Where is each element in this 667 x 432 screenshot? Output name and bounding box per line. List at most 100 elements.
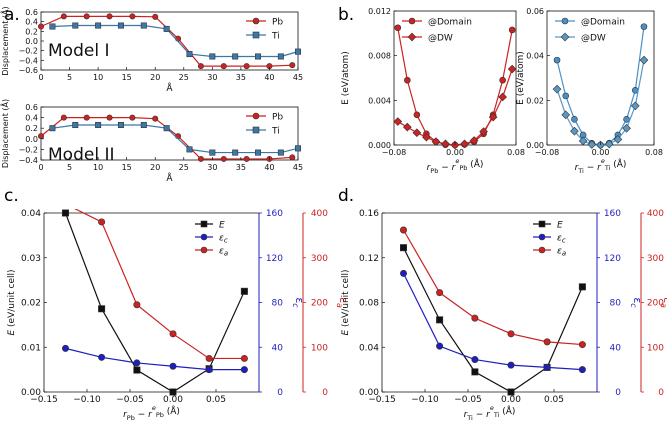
legend-marker <box>252 126 260 134</box>
data-point <box>220 63 227 70</box>
legend: @Domain @DW <box>555 18 625 44</box>
y-tick-label: 0.2 <box>25 27 38 36</box>
x-tick-label: 0.05 <box>206 395 226 405</box>
data-point <box>129 13 136 20</box>
x-axis-label: rTi − reTi (Å) <box>464 404 516 422</box>
y-tick-label: 0.6 <box>25 103 38 112</box>
label-part: − <box>135 410 148 420</box>
label-part: ε <box>631 297 644 303</box>
y-tick-label: 0.008 <box>368 52 391 61</box>
data-point <box>498 92 507 102</box>
red-tick-label: 300 <box>647 254 664 264</box>
data-point <box>232 53 239 60</box>
panel-label-d-text: d. <box>338 186 354 206</box>
data-point <box>436 316 444 324</box>
legend-marker <box>407 32 417 42</box>
series-line <box>556 26 645 146</box>
data-point <box>205 354 213 362</box>
data-point <box>543 363 551 371</box>
series-DW <box>393 64 517 149</box>
data-point <box>152 115 159 122</box>
panel-label-b: b. <box>338 5 354 25</box>
legend-label: Pb <box>272 18 283 28</box>
red-tick-label: 100 <box>647 343 664 353</box>
data-point <box>186 51 193 58</box>
data-point <box>98 353 106 361</box>
data-point <box>622 123 631 133</box>
y-tick-label: 0.06 <box>526 7 544 16</box>
x-axis-label: Å <box>166 172 173 184</box>
data-point <box>553 56 561 64</box>
data-point <box>255 149 262 156</box>
y-tick-label: 0.00 <box>359 388 379 398</box>
data-point <box>436 289 444 297</box>
series-Ti <box>49 22 301 60</box>
data-point <box>72 22 79 29</box>
red-tick-label: 400 <box>311 209 328 219</box>
x-tick-label: −0.10 <box>411 395 439 405</box>
label-part: (Å) <box>610 158 626 170</box>
data-point <box>469 136 479 145</box>
data-point <box>133 301 141 309</box>
data-point <box>209 53 216 60</box>
label-part: c <box>291 303 300 308</box>
panel-label-c-text: c. <box>4 186 19 206</box>
data-point <box>471 368 479 376</box>
data-point <box>552 84 562 94</box>
data-point <box>240 354 248 362</box>
blue-tick-label: 0 <box>277 388 283 398</box>
label-part: − <box>473 410 486 420</box>
series-line <box>52 24 299 58</box>
data-point <box>289 62 296 69</box>
y-axis-label: E (eV/atom) <box>341 51 351 105</box>
y-tick-label: 0.04 <box>21 209 41 219</box>
label-part: Pb <box>430 167 438 175</box>
data-point <box>570 126 579 136</box>
y-tick-label: 0.4 <box>25 18 38 27</box>
y-axis-label: E (eV/atom) <box>516 51 526 105</box>
x-tick-label: 0 <box>38 163 43 172</box>
data-point <box>232 149 239 156</box>
series-line <box>402 229 583 346</box>
x-tick-label: 5 <box>67 73 72 82</box>
data-point <box>240 287 248 295</box>
y-tick-label: 0.04 <box>359 343 379 353</box>
chart-a1: 0 5 10 15 20 25 30 35 40 45 −0.6−0.4−0.20.00.20.40… <box>0 6 303 94</box>
data-point <box>441 139 450 149</box>
label-part: r <box>123 410 128 420</box>
y-tick-label: −0.6 <box>19 66 38 75</box>
data-point <box>578 341 586 349</box>
data-point <box>289 154 296 161</box>
red-tick-label: 0 <box>658 388 664 398</box>
y-tick-label: 0.012 <box>368 7 391 16</box>
x-tick-label: 0.00 <box>592 148 610 157</box>
series-line <box>64 212 245 393</box>
data-point <box>399 244 407 252</box>
data-point <box>169 330 177 338</box>
data-point <box>508 26 516 34</box>
data-point <box>393 117 403 126</box>
red-tick-label: 200 <box>647 299 664 309</box>
x-tick-label: 0.08 <box>645 148 663 157</box>
label-part: e <box>490 404 494 412</box>
series-c <box>399 269 586 374</box>
data-point <box>163 25 170 32</box>
x-tick-label: −0.05 <box>454 395 482 405</box>
x-tick-label: −0.10 <box>73 395 101 405</box>
x-axis-label: rTi − reTi (Å) <box>575 157 627 175</box>
series-DW <box>552 55 649 149</box>
label-part: Ti <box>493 411 500 419</box>
data-point <box>106 114 113 121</box>
label-part: r <box>575 163 580 173</box>
data-point <box>613 135 623 144</box>
data-point <box>220 155 227 162</box>
legend-label: @DW <box>428 34 453 44</box>
data-point <box>106 13 113 20</box>
plot-frame <box>393 10 517 146</box>
data-point <box>578 366 586 374</box>
series-line <box>402 247 583 393</box>
data-point <box>240 366 248 374</box>
data-point <box>479 127 488 136</box>
